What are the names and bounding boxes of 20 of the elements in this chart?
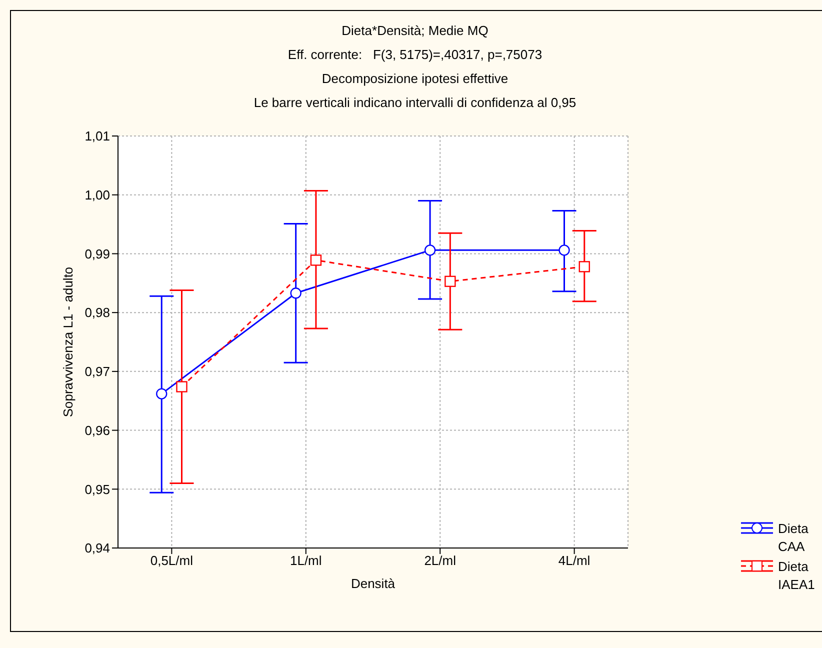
text: Decomposizione ipotesi effettive	[320, 70, 510, 88]
x-axis-title: Densità	[350, 576, 396, 591]
chart-title: Dieta*Densità; Medie MQ	[340, 22, 490, 40]
y-tick-label: 0,94	[84, 540, 110, 556]
text: Le barre verticali indicano intervalli di confidenza al 0,95	[252, 94, 578, 112]
x-tick-label: 1L/ml	[290, 553, 322, 568]
x-tick-label: 0,5L/ml	[150, 553, 194, 568]
chart-subtitle: Eff. corrente: F(3, 5175)=,40317, p=,75073	[286, 46, 544, 64]
legend-label: Dieta CAA	[778, 520, 810, 556]
y-axis-title: Sopravvivenza L1 - adulto	[60, 266, 76, 418]
legend-label: Dieta IAEA1	[778, 558, 816, 594]
y-tick-label: 1,00	[84, 187, 110, 202]
y-tick-label: 0,96	[84, 422, 110, 438]
x-tick-label: 4L/ml	[558, 553, 590, 568]
y-tick-label: 0,99	[84, 246, 110, 262]
y-tick-label: 1,01	[84, 128, 110, 144]
y-tick-label: 0,97	[84, 364, 110, 380]
y-tick-label: 0,98	[84, 305, 110, 320]
x-tick-label: 2L/ml	[424, 553, 456, 568]
y-tick-label: 0,95	[84, 482, 110, 497]
